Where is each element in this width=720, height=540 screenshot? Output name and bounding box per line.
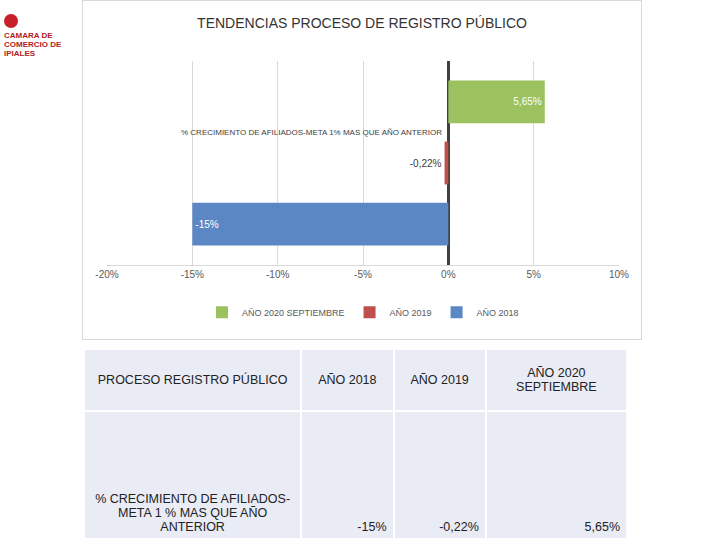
svg-text:5,65%: 5,65% [513,96,541,107]
svg-text:-15%: -15% [181,269,204,280]
html-text:AÑO 2018: AÑO 2018 [318,373,377,387]
svg-text:-15%: -15% [195,219,218,230]
svg-text:0%: 0% [441,269,456,280]
html-text:PROCESO REGISTRO PÚBLICO: PROCESO REGISTRO PÚBLICO [97,373,288,387]
html-text:-15%: -15% [357,520,387,534]
html-text:AÑO 2020 SEPTIEMBRE: AÑO 2020 SEPTIEMBRE [516,366,597,394]
svg-text:AÑO 2018: AÑO 2018 [477,308,519,318]
svg-text:TENDENCIAS PROCESO DE REGISTRO: TENDENCIAS PROCESO DE REGISTRO PÚBLICO [197,15,527,31]
svg-text:-10%: -10% [266,269,289,280]
html-text:AÑO 2019: AÑO 2019 [410,373,469,387]
svg-text:AÑO 2019: AÑO 2019 [390,308,432,318]
svg-text:5%: 5% [526,269,541,280]
svg-text:% CRECIMIENTO DE AFILIADOS-MET: % CRECIMIENTO DE AFILIADOS-META 1% MAS Q… [181,128,442,137]
svg-text:10%: 10% [609,269,629,280]
svg-text:AÑO 2020 SEPTIEMBRE: AÑO 2020 SEPTIEMBRE [242,308,345,318]
html-text:5,65%: 5,65% [584,520,620,534]
html-text:% CRECIMIENTO DE AFILIADOS-MET: % CRECIMIENTO DE AFILIADOS-META 1 % MAS … [95,492,291,534]
svg-text:-0,22%: -0,22% [410,158,442,169]
svg-text:-5%: -5% [354,269,372,280]
html-text:-0,22%: -0,22% [439,520,479,534]
svg-text:-20%: -20% [95,269,118,280]
html-text:CAMARA DE COMERCIO DE IPIALES: CAMARA DE COMERCIO DE IPIALES [4,31,62,58]
